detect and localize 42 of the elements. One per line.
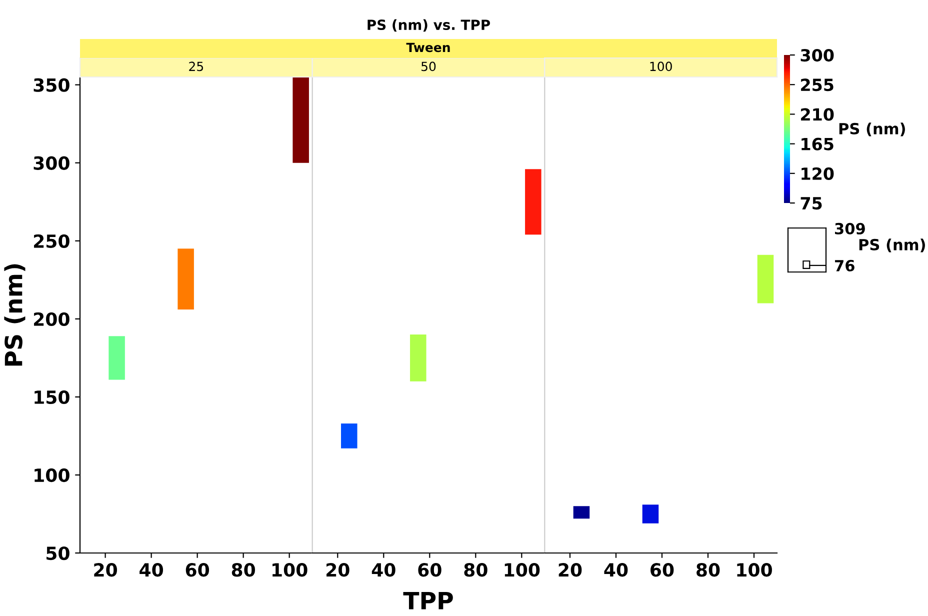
y-axis-title: PS (nm)	[4, 264, 26, 366]
x-tick-label: 20	[94, 563, 118, 577]
color-bar-title: PS (nm)	[839, 122, 905, 136]
y-tick-label: 300	[34, 156, 70, 170]
y-tick-label: 50	[46, 546, 70, 560]
color-bar-label: 210	[801, 108, 834, 121]
chart-subtitle: 25	[189, 62, 204, 72]
color-bar-label: 75	[800, 197, 822, 210]
x-tick-label: 60	[650, 563, 674, 577]
x-tick-label: 80	[464, 563, 488, 577]
bar	[178, 248, 194, 310]
x-tick-label: 80	[232, 563, 256, 577]
y-tick-label: 350	[34, 78, 70, 92]
bar	[292, 77, 309, 163]
x-tick-label: 60	[418, 563, 442, 577]
x-tick-label: 80	[696, 563, 720, 577]
text: PS (nm)	[859, 238, 925, 252]
color-bar-label: 120	[802, 167, 834, 180]
x-tick-label: 40	[140, 563, 164, 577]
text: Tween	[406, 42, 450, 52]
x-tick-label: 40	[372, 563, 396, 577]
x-tick-label: 20	[558, 563, 582, 577]
text: 76	[835, 260, 854, 272]
x-tick-label: 100	[737, 563, 772, 577]
color-bar-label: 300	[800, 48, 834, 62]
x-tick-label: 60	[186, 563, 210, 577]
bar	[108, 336, 125, 380]
x-tick-label: 100	[504, 563, 540, 577]
x-tick-label: 40	[604, 563, 628, 577]
chart-subtitle: 100	[650, 62, 672, 72]
color-bar-label: 255	[801, 78, 834, 92]
text: 309	[835, 222, 865, 234]
y-tick-label: 250	[34, 234, 70, 248]
y-tick-label: 200	[34, 312, 70, 326]
color-bar-label: 165	[802, 138, 834, 150]
chart-subtitle: 50	[422, 62, 436, 72]
chart-title: PS (nm) vs. TPP	[368, 19, 490, 32]
x-tick-label: 20	[326, 563, 350, 577]
y-tick-label: 150	[34, 390, 70, 404]
x-axis-title: TPP	[403, 592, 453, 610]
y-tick-label: 100	[34, 468, 70, 482]
x-tick-label: 100	[272, 563, 308, 577]
